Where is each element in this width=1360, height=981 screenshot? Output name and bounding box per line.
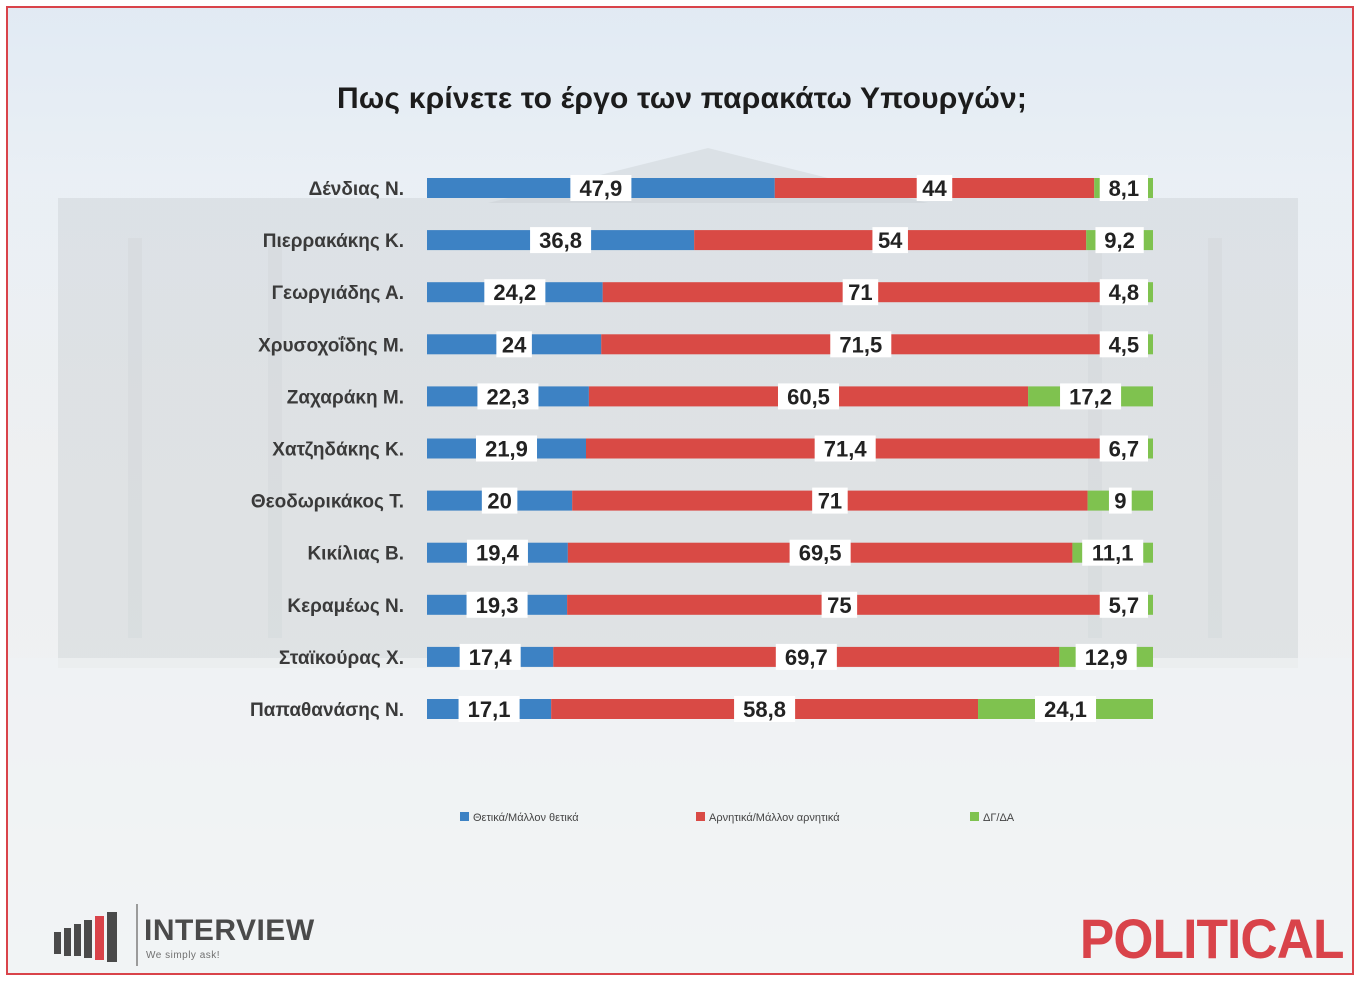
data-label: 19,4	[476, 541, 520, 566]
data-label-box	[830, 331, 892, 358]
background-building	[58, 198, 1298, 668]
interview-logo: INTERVIEW We simply ask!	[46, 900, 366, 970]
data-label: 8,1	[1109, 176, 1140, 201]
political-logo: POLITICAL	[1080, 907, 1345, 970]
legend-swatch	[460, 812, 469, 821]
data-label: 69,7	[785, 645, 828, 670]
data-label-box	[496, 331, 532, 358]
data-label: 17,4	[469, 645, 513, 670]
data-label: 20	[487, 489, 511, 514]
category-label: Κικίλιας Β.	[307, 544, 404, 565]
data-label: 71	[848, 280, 872, 305]
data-label: 4,8	[1109, 280, 1140, 305]
data-label: 19,3	[476, 593, 519, 618]
data-label-box	[466, 539, 528, 566]
stacked-bar-chart: Δένδιας Ν. 47,9 44 8,1 Πιερρακάκης Κ. 36,8 54 9…	[250, 175, 1153, 824]
data-label: 44	[922, 176, 947, 201]
data-label-box	[812, 487, 848, 514]
background-column	[268, 238, 282, 638]
category-label: Παπαθανάσης Ν.	[250, 700, 404, 721]
data-label-box	[814, 435, 876, 462]
data-label: 17,1	[468, 697, 511, 722]
data-label: 47,9	[579, 176, 622, 201]
data-label-box	[466, 591, 528, 618]
data-label: 9,2	[1104, 228, 1135, 253]
data-label: 71,4	[824, 437, 868, 462]
data-label: 71,5	[839, 332, 882, 357]
data-label: 24,2	[493, 280, 536, 305]
category-label: Σταϊκούρας Χ.	[279, 648, 404, 669]
data-label: 75	[827, 593, 851, 618]
data-label-box	[1099, 279, 1148, 306]
interview-logo-tagline: We simply ask!	[146, 950, 221, 961]
data-label: 24,1	[1044, 697, 1087, 722]
data-label: 6,7	[1109, 437, 1140, 462]
data-label: 9	[1114, 489, 1126, 514]
interview-logo-wordmark: INTERVIEW	[144, 914, 315, 947]
data-label: 4,5	[1109, 332, 1140, 357]
data-label: 60,5	[787, 384, 830, 409]
category-label: Πιερρακάκης Κ.	[263, 231, 404, 252]
chart-frame: Πως κρίνετε το έργο των παρακάτω Υπουργώ…	[6, 6, 1354, 975]
data-label-box	[1099, 331, 1148, 358]
data-label: 58,8	[743, 697, 786, 722]
data-label-box	[477, 383, 539, 410]
data-label-box	[1099, 175, 1148, 201]
category-label: Γεωργιάδης Α.	[272, 283, 404, 304]
data-label-box	[458, 696, 520, 722]
data-label-box	[481, 487, 518, 514]
data-label-box	[1099, 435, 1148, 462]
background-column	[128, 238, 142, 638]
data-label: 71	[818, 489, 842, 514]
legend-label: Θετικά/Μάλλον θετικά	[473, 812, 579, 824]
data-label: 22,3	[487, 384, 530, 409]
data-label-box	[459, 643, 521, 670]
data-label: 24	[502, 332, 527, 357]
data-label: 17,2	[1069, 384, 1112, 409]
data-label-box	[1082, 539, 1144, 566]
data-label-box	[530, 227, 592, 254]
data-label-box	[1095, 227, 1144, 254]
data-label: 36,8	[539, 228, 582, 253]
background-column	[1208, 238, 1222, 638]
data-label: 54	[878, 228, 903, 253]
data-label: 69,5	[799, 541, 842, 566]
category-label: Δένδιας Ν.	[309, 179, 404, 200]
data-label-box	[789, 539, 851, 566]
data-label-box	[1108, 487, 1132, 514]
data-label-box	[821, 591, 858, 618]
data-label-box	[475, 435, 538, 462]
interview-bars-icon	[54, 912, 117, 962]
data-label: 21,9	[485, 437, 528, 462]
data-label-box	[484, 279, 546, 306]
category-label: Κεραμέως Ν.	[287, 596, 404, 617]
data-label-box	[777, 383, 840, 410]
category-label: Χρυσοχοΐδης Μ.	[258, 335, 404, 356]
legend-label: ΔΓ/ΔΑ	[983, 812, 1015, 824]
data-label-box	[775, 643, 837, 670]
data-label-box	[842, 279, 879, 306]
category-label: Ζαχαράκη Μ.	[287, 387, 404, 408]
interview-logo-divider	[136, 904, 138, 966]
data-label-box	[570, 175, 632, 201]
legend-swatch	[970, 812, 979, 821]
data-label-box	[1075, 643, 1137, 670]
data-label-box	[734, 696, 796, 722]
data-label-box	[916, 175, 953, 201]
legend-swatch	[696, 812, 705, 821]
data-label-box	[1099, 591, 1148, 618]
data-label-box	[872, 227, 908, 254]
category-label: Χατζηδάκης Κ.	[272, 440, 404, 461]
data-label-box	[1060, 383, 1122, 410]
data-label: 11,1	[1092, 541, 1134, 566]
category-label: Θεοδωρικάκος Τ.	[251, 492, 404, 513]
chart-title: Πως κρίνετε το έργο των παρακάτω Υπουργώ…	[336, 82, 1028, 115]
data-label-box	[1034, 696, 1097, 722]
data-label: 5,7	[1109, 593, 1140, 618]
data-label: 12,9	[1085, 645, 1128, 670]
legend-label: Αρνητικά/Μάλλον αρνητικά	[709, 812, 840, 824]
